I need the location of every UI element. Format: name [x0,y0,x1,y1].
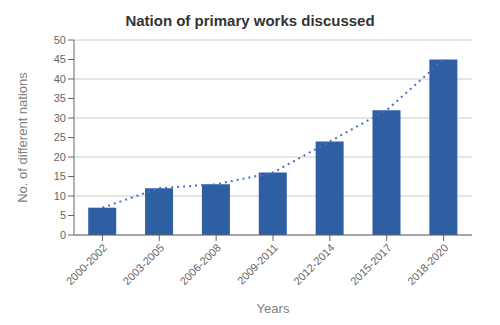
svg-text:2009-2011: 2009-2011 [235,241,280,286]
svg-text:2003-2005: 2003-2005 [121,241,167,287]
svg-text:45: 45 [54,53,66,65]
svg-text:2015-2017: 2015-2017 [348,241,394,287]
svg-text:2006-2008: 2006-2008 [177,241,223,287]
svg-text:20: 20 [54,151,66,163]
svg-text:Years: Years [257,301,290,316]
svg-text:15: 15 [54,170,66,182]
svg-text:30: 30 [54,112,66,124]
svg-text:35: 35 [54,92,66,104]
svg-text:No. of different nations: No. of different nations [15,72,30,203]
svg-text:2000-2002: 2000-2002 [64,241,110,287]
svg-text:5: 5 [60,209,66,221]
html-text:Nation of primary works discus: Nation of primary works discussed [125,12,375,29]
svg-text:2012-2014: 2012-2014 [291,241,337,287]
svg-text:0: 0 [60,229,66,241]
svg-text:10: 10 [54,190,66,202]
svg-text:50: 50 [54,34,66,46]
svg-text:40: 40 [54,73,66,85]
svg-text:2018-2020: 2018-2020 [405,241,451,287]
svg-text:25: 25 [54,131,66,143]
